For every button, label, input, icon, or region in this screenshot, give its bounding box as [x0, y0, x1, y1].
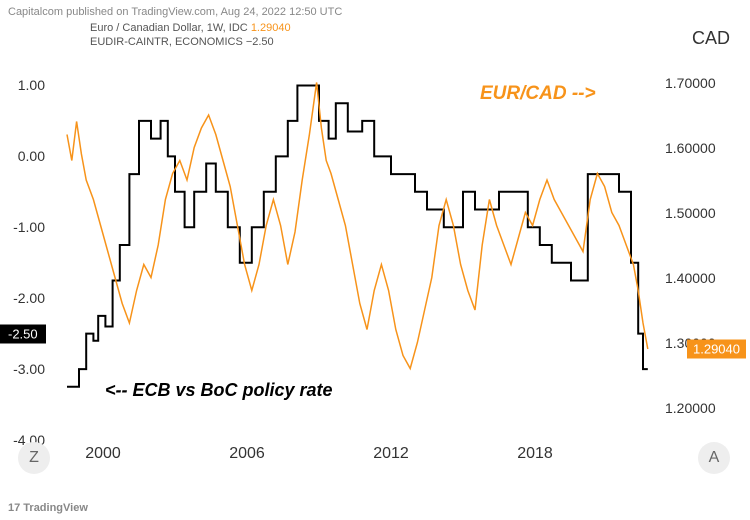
publisher-header: Capitalcom published on TradingView.com,…	[8, 6, 342, 18]
right-tick: 1.20000	[665, 400, 716, 416]
right-tick: 1.40000	[665, 270, 716, 286]
policy-rate-line	[67, 86, 648, 387]
indicator-line: EUDIR-CAINTR, ECONOMICS −2.50	[90, 36, 274, 48]
left-tick: -3.00	[13, 361, 45, 377]
right-axis-title: CAD	[692, 28, 730, 49]
x-tick: 2012	[373, 445, 409, 463]
left-tick: -1.00	[13, 219, 45, 235]
right-value-badge: 1.29040	[687, 339, 746, 358]
eurcad-line	[67, 83, 648, 369]
left-value-badge: -2.50	[0, 324, 46, 343]
x-axis: 2000 2006 2012 2018	[55, 445, 655, 475]
left-axis: 1.000.00-1.00-2.00-3.00-4.00-2.50	[0, 50, 55, 440]
auto-button[interactable]: A	[698, 442, 730, 474]
annotation-eurcad: EUR/CAD -->	[480, 83, 596, 105]
zoom-button[interactable]: Z	[18, 442, 50, 474]
attribution: 17 TradingView	[8, 502, 88, 514]
right-tick: 1.70000	[665, 75, 716, 91]
x-tick: 2006	[229, 445, 265, 463]
pair-name: Euro / Canadian Dollar, 1W, IDC	[90, 22, 248, 34]
left-tick: 1.00	[18, 77, 45, 93]
annotation-ecb: <-- ECB vs BoC policy rate	[105, 380, 333, 401]
x-tick: 2018	[517, 445, 553, 463]
x-tick: 2000	[85, 445, 121, 463]
right-tick: 1.50000	[665, 205, 716, 221]
right-tick: 1.60000	[665, 140, 716, 156]
left-tick: -2.00	[13, 290, 45, 306]
right-axis: 1.700001.600001.500001.400001.300001.200…	[655, 50, 750, 440]
left-tick: 0.00	[18, 148, 45, 164]
pair-price: 1.29040	[251, 22, 291, 34]
pair-subtitle: Euro / Canadian Dollar, 1W, IDC 1.29040	[90, 22, 291, 34]
